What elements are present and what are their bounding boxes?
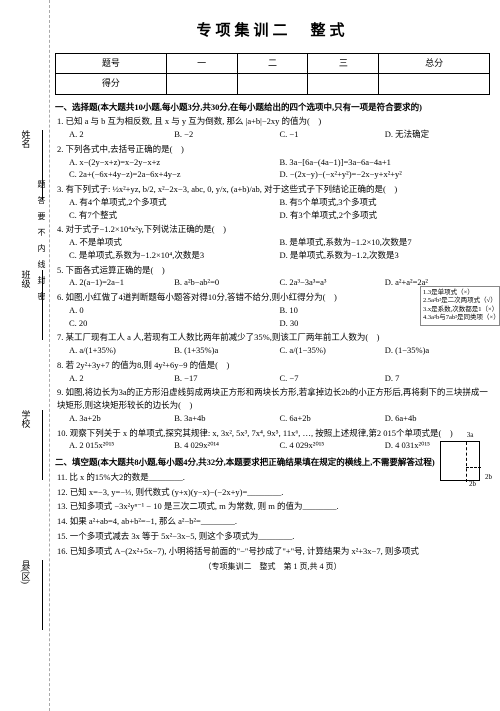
q8-d: D. 7 [385, 372, 490, 385]
q4-c: C. 是单项式,系数为−1.2×10⁴,次数是3 [69, 249, 280, 262]
th-2: 二 [237, 53, 308, 74]
q2-b: B. 3a−[6a−(4a−1)]=3a−6a−4a+1 [280, 156, 491, 169]
q8-a: A. 2 [69, 372, 174, 385]
line-school [42, 410, 43, 480]
q15: 15. 一个多项式减去 3x 等于 5x²−3x−5, 则这个多项式为_____… [57, 530, 490, 543]
q7: 7. 某工厂现有工人 a 人,若现有工人数比两年前减少了35%,则该工厂两年前工… [57, 331, 490, 357]
q10-opts: A. 2 015x²⁰¹⁵ B. 4 029x²⁰¹⁴ C. 4 029x²⁰¹… [69, 439, 490, 452]
q2-opts: A. x−(2y−x+z)=x−2y−x+z B. 3a−[6a−(4a−1)]… [69, 156, 490, 182]
q8: 8. 若 2y²+3y+7 的值为8,则 4y²+6y−9 的值是( ) A. … [57, 359, 490, 385]
q10: 10. 观察下列关于 x 的单项式,探究其规律: x, 3x², 5x³, 7x… [57, 427, 490, 453]
q2: 2. 下列各式中,去括号正确的是( ) A. x−(2y−x+z)=x−2y−x… [57, 143, 490, 181]
q7-c: C. a/(1−35%) [280, 344, 385, 357]
q4-b: B. 是单项式,系数为−1.2×10,次数是7 [280, 236, 491, 249]
q3-d: D. 有3个单项式,2个多项式 [280, 209, 491, 222]
q10-c: C. 4 029x²⁰¹⁵ [280, 439, 385, 452]
q4: 4. 对于式子−1.2×10⁴x²y,下列说法正确的是( ) A. 不是单项式 … [57, 223, 490, 261]
q4-a: A. 不是单项式 [69, 236, 280, 249]
line-county [42, 560, 43, 630]
page-footer: （专项集训二 整式 第 1 页,共 4 页） [55, 561, 490, 573]
page-title: 专项集训二 整式 [55, 20, 490, 43]
q9-b: B. 3a+4b [174, 412, 279, 425]
q9-stem: 9. 如图,将边长为3a的正方形沿虚线剪成两块正方形和两块长方形,若拿掉边长2b… [57, 386, 490, 412]
th-1: 一 [166, 53, 237, 74]
q3-a: A. 有4个单项式,2个多项式 [69, 196, 280, 209]
section2-header: 二、填空题(本大题共8小题,每小题4分,共32分,本题要求把正确结果填在规定的横… [55, 456, 490, 469]
note-4: 4.3a²b与7ab²是同类项（×） [423, 314, 497, 322]
q14: 14. 如果 a²+ab=4, ab+b²=−1, 那么 a²−b²=_____… [57, 515, 490, 528]
q6-a: A. 0 [69, 304, 280, 317]
q8-b: B. −17 [174, 372, 279, 385]
q9-c: C. 6a+2b [280, 412, 385, 425]
label-class: 班级 [18, 270, 32, 288]
q4-d: D. 是单项式,系数为−1.2,次数是3 [280, 249, 491, 262]
th-3: 三 [308, 53, 379, 74]
score-table: 题号 一 二 三 总分 得分 [55, 53, 490, 95]
q3-stem: 3. 有下列式子: ½x²+yz, b/2, x²−2x−3, abc, 0, … [57, 183, 490, 196]
q1-opts: A. 2 B. −2 C. −1 D. 无法确定 [69, 128, 490, 141]
q2-c: C. 2a+(−6x+4y−z)=2a−6x+4y−z [69, 168, 280, 181]
q2-d: D. −(2x−y)−(−x²+y²)=−2x−y+x²+y² [280, 168, 491, 181]
q10-stem: 10. 观察下列关于 x 的单项式,探究其规律: x, 3x², 5x³, 7x… [57, 427, 490, 440]
q5-b: B. a²b−ab²=0 [174, 276, 279, 289]
q11: 11. 比 x 的15%大2的数是________. [57, 471, 490, 484]
q7-opts: A. a/(1+35%) B. (1+35%)a C. a/(1−35%) D.… [69, 344, 490, 357]
q2-stem: 2. 下列各式中,去括号正确的是( ) [57, 143, 490, 156]
q8-stem: 8. 若 2y²+3y+7 的值为8,则 4y²+6y−9 的值是( ) [57, 359, 490, 372]
q5-a: A. 2(a−1)=2a−1 [69, 276, 174, 289]
q10-a: A. 2 015x²⁰¹⁵ [69, 439, 174, 452]
q10-b: B. 4 029x²⁰¹⁴ [174, 439, 279, 452]
q4-opts: A. 不是单项式 B. 是单项式,系数为−1.2×10,次数是7 C. 是单项式… [69, 236, 490, 262]
q12: 12. 已知 x=−3, y=−⅓, 则代数式 (y+x)(y−x)−(−2x+… [57, 486, 490, 499]
q1-b: B. −2 [174, 128, 279, 141]
q7-a: A. a/(1+35%) [69, 344, 174, 357]
q16: 16. 已知多项式 A−(2x²+5x−7), 小明将括号前面的"−"号抄成了"… [57, 545, 490, 558]
q7-stem: 7. 某工厂现有工人 a 人,若现有工人数比两年前减少了35%,则该工厂两年前工… [57, 331, 490, 344]
q2-a: A. x−(2y−x+z)=x−2y−x+z [69, 156, 280, 169]
label-county: 县(区) [18, 560, 32, 584]
q13: 13. 已知多项式 −3x²yⁿ⁻¹ − 10 是三次二项式, m 为常数, 则… [57, 500, 490, 513]
sc-1 [166, 74, 237, 95]
q7-b: B. (1+35%)a [174, 344, 279, 357]
q5-stem: 5. 下面各式运算正确的是( ) [57, 264, 490, 277]
note-2: 2.5a²b²是二次两项式（√） [423, 297, 497, 305]
q6-c: C. 20 [69, 317, 280, 330]
q5-c: C. 2a³−3a³=a³ [280, 276, 385, 289]
q1-c: C. −1 [280, 128, 385, 141]
q6-figure-box: 1.3是单项式（×） 2.5a²b²是二次两项式（√） 3.x是系数,次数都是1… [420, 286, 500, 326]
q1-a: A. 2 [69, 128, 174, 141]
label-name: 姓名 [18, 130, 32, 148]
q10-d: D. 4 031x²⁰¹⁵ [385, 439, 490, 452]
th-total: 总分 [379, 53, 490, 74]
q9: 9. 如图,将边长为3a的正方形沿虚线剪成两块正方形和两块长方形,若拿掉边长2b… [57, 386, 490, 424]
q3-opts: A. 有4个单项式,2个多项式 B. 有5个单项式,3个多项式 C. 有7个整式… [69, 196, 490, 222]
q3-b: B. 有5个单项式,3个多项式 [280, 196, 491, 209]
seal-line-text: 题答要不内线封密 [35, 180, 47, 308]
q1-d: D. 无法确定 [385, 128, 490, 141]
sc-total [379, 74, 490, 95]
q9-d: D. 6a+4b [385, 412, 490, 425]
q3: 3. 有下列式子: ½x²+yz, b/2, x²−2x−3, abc, 0, … [57, 183, 490, 221]
binding-margin: 姓名 班级 学校 县(区) 题答要不内线封密 [0, 0, 50, 711]
sc-3 [308, 74, 379, 95]
q3-c: C. 有7个整式 [69, 209, 280, 222]
row-score: 得分 [56, 74, 167, 95]
sc-2 [237, 74, 308, 95]
q9-opts: A. 3a+2b B. 3a+4b C. 6a+2b D. 6a+4b [69, 412, 490, 425]
section1-header: 一、选择题(本大题共10小题,每小题3分,共30分,在每小题给出的四个选项中,只… [55, 101, 490, 114]
q9-a: A. 3a+2b [69, 412, 174, 425]
label-school: 学校 [18, 410, 32, 428]
q8-opts: A. 2 B. −17 C. −7 D. 7 [69, 372, 490, 385]
q1-stem: 1. 已知 a 与 b 互为相反数, 且 x 与 y 互为倒数, 那么 |a+b… [57, 115, 490, 128]
q8-c: C. −7 [280, 372, 385, 385]
q1: 1. 已知 a 与 b 互为相反数, 且 x 与 y 互为倒数, 那么 |a+b… [57, 115, 490, 141]
th-num: 题号 [56, 53, 167, 74]
q7-d: D. (1−35%)a [385, 344, 490, 357]
q4-stem: 4. 对于式子−1.2×10⁴x²y,下列说法正确的是( ) [57, 223, 490, 236]
q9-dash-h [466, 467, 481, 468]
